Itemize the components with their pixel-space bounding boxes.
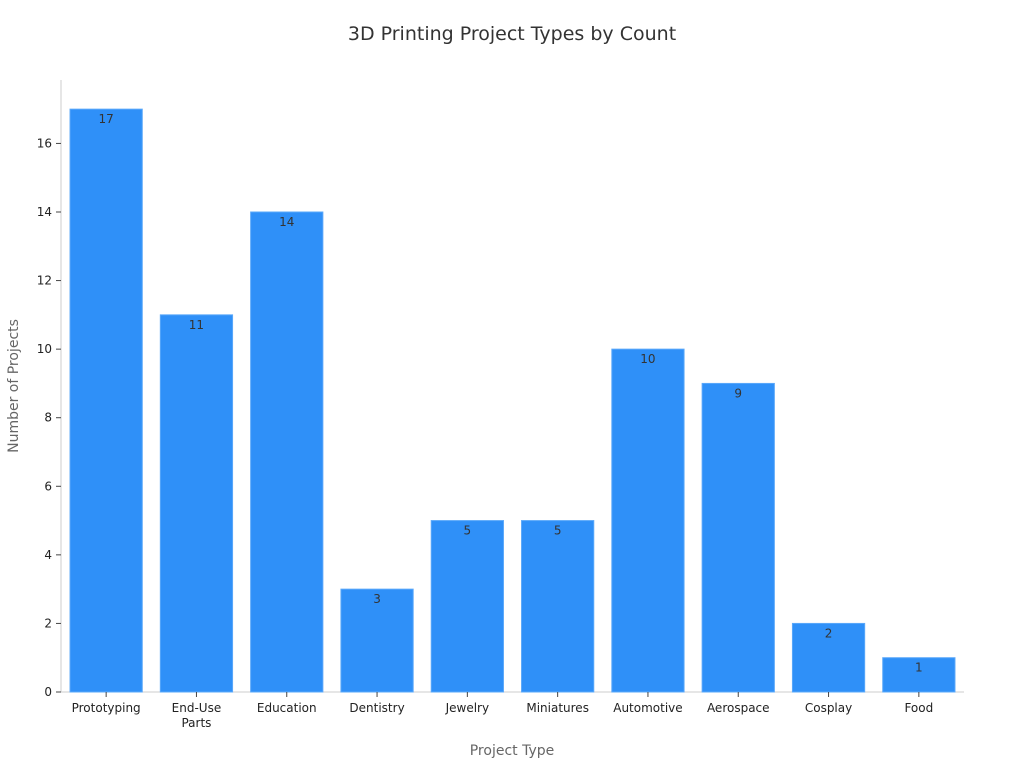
y-tick-label: 2 bbox=[44, 616, 52, 630]
y-tick-label: 0 bbox=[44, 685, 52, 699]
y-tick-label: 6 bbox=[44, 479, 52, 493]
x-axis-label: Project Type bbox=[470, 743, 555, 759]
x-tick-label: Education bbox=[257, 701, 317, 715]
bar bbox=[791, 622, 866, 693]
x-tick-label: Aerospace bbox=[707, 701, 770, 715]
x-tick-label: Automotive bbox=[613, 701, 682, 715]
bar bbox=[611, 348, 685, 693]
bar bbox=[340, 588, 414, 693]
x-tick-label: Cosplay bbox=[805, 701, 852, 715]
data-label: 17 bbox=[99, 112, 114, 126]
data-label: 9 bbox=[734, 386, 742, 400]
x-tick-label: Jewelry bbox=[445, 701, 490, 715]
y-tick-label: 12 bbox=[37, 274, 52, 288]
bar bbox=[159, 314, 234, 693]
x-tick-label: Prototyping bbox=[72, 701, 141, 715]
data-label: 10 bbox=[640, 352, 655, 366]
y-tick-label: 10 bbox=[37, 342, 52, 356]
bar bbox=[430, 520, 504, 693]
data-label: 11 bbox=[189, 318, 204, 332]
x-tick-label: Miniatures bbox=[526, 701, 589, 715]
y-tick-label: 4 bbox=[44, 548, 52, 562]
y-tick-label: 16 bbox=[37, 136, 52, 150]
x-tick-label: Dentistry bbox=[349, 701, 404, 715]
data-label: 5 bbox=[464, 524, 472, 538]
x-tick-label: Food bbox=[904, 701, 933, 715]
data-label: 1 bbox=[915, 661, 923, 675]
y-tick-label: 8 bbox=[44, 411, 52, 425]
chart-title: 3D Printing Project Types by Count bbox=[348, 23, 676, 45]
x-tick-label: End-Use Parts bbox=[172, 701, 222, 730]
bar bbox=[521, 520, 595, 693]
data-label: 2 bbox=[825, 626, 833, 640]
bar bbox=[250, 211, 324, 693]
bar bbox=[69, 108, 143, 693]
data-label: 3 bbox=[373, 592, 381, 606]
y-tick-label: 14 bbox=[37, 205, 52, 219]
data-label: 5 bbox=[554, 524, 562, 538]
data-label: 14 bbox=[279, 215, 294, 229]
y-axis-label: Number of Projects bbox=[6, 319, 22, 453]
bar bbox=[701, 382, 775, 693]
bar bbox=[882, 657, 956, 693]
